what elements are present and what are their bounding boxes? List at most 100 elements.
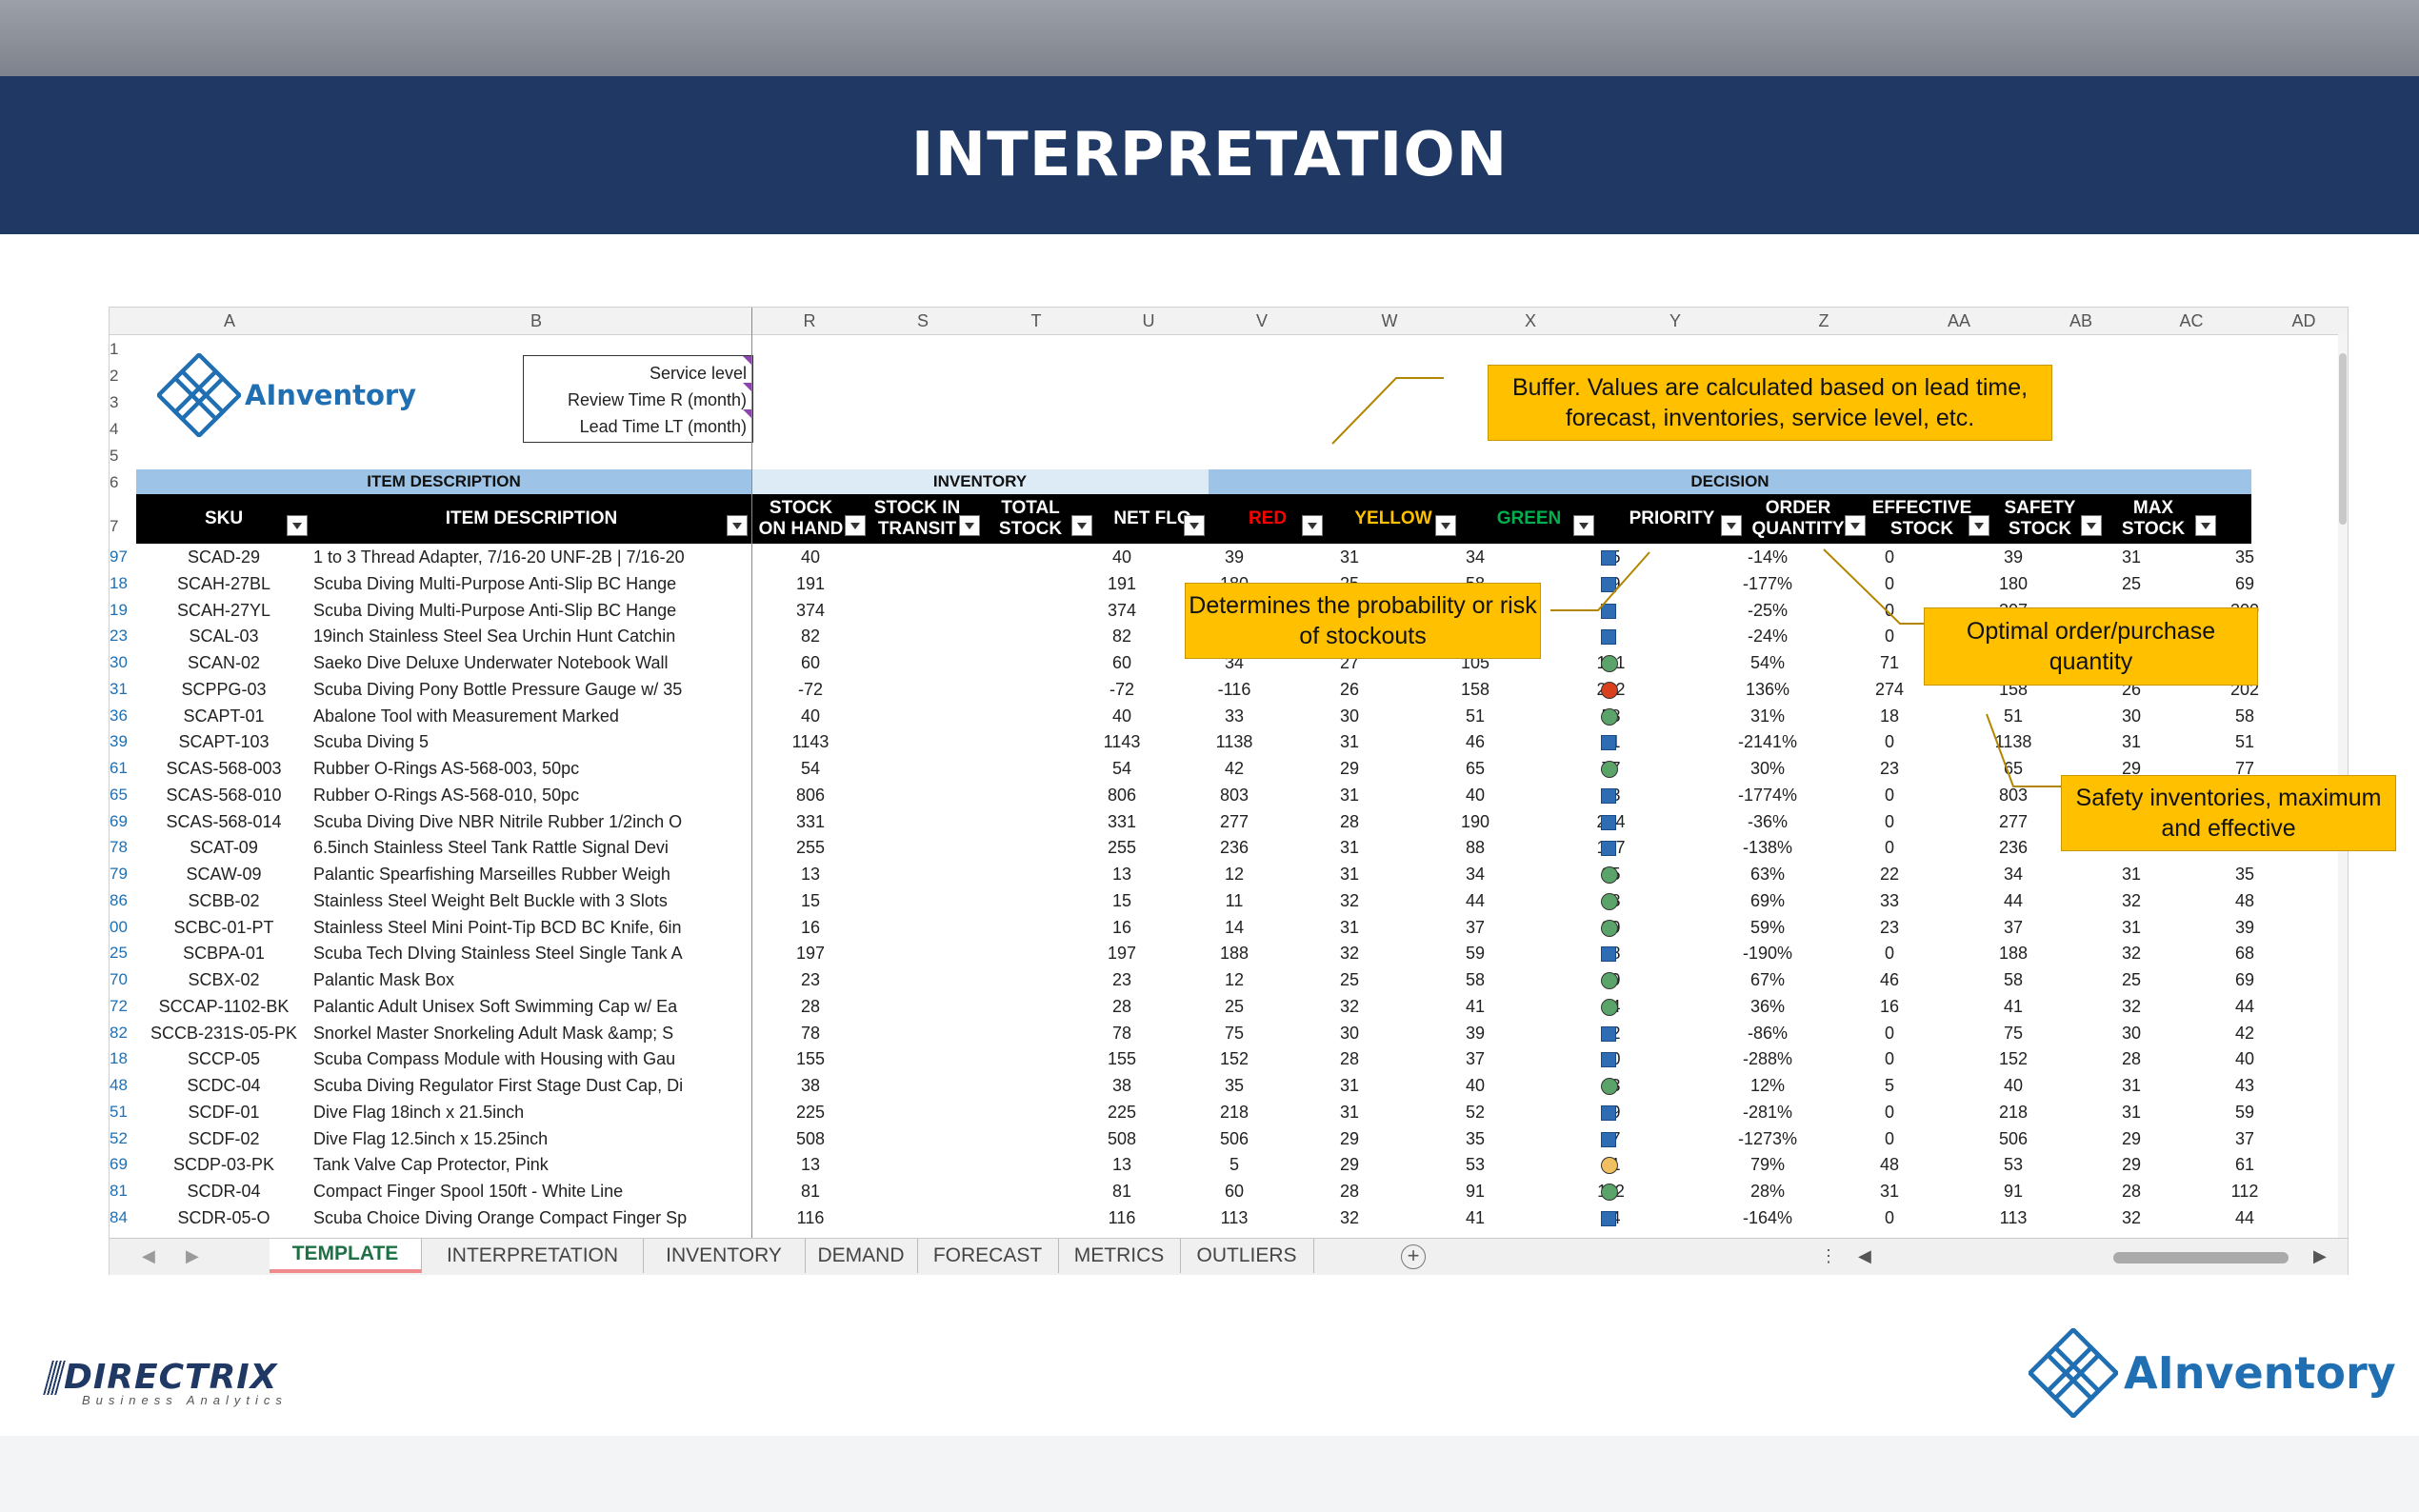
cell-soh[interactable]: 15	[800, 890, 821, 910]
column-letter[interactable]: W	[1381, 311, 1398, 330]
cell-priority[interactable]: -2141%	[1737, 732, 1798, 752]
row-number[interactable]: 65	[110, 785, 128, 804]
cell-eff[interactable]: 53	[2003, 1155, 2024, 1175]
column-letter[interactable]: Z	[1818, 311, 1829, 330]
cell-soh[interactable]: 508	[795, 1128, 826, 1148]
cell-desc[interactable]: Scuba Compass Module with Housing with G…	[313, 1049, 676, 1069]
column-letter[interactable]: AA	[1947, 311, 1970, 330]
row-number[interactable]: 81	[110, 1182, 128, 1200]
cell-total[interactable]: 806	[1107, 785, 1137, 805]
cell-safety[interactable]: 25	[2121, 573, 2142, 593]
cell-red[interactable]: 31	[1339, 1076, 1360, 1095]
column-letter[interactable]: A	[223, 311, 235, 330]
cell-net[interactable]: 60	[1224, 1182, 1245, 1201]
cell-total[interactable]: 13	[1111, 865, 1132, 884]
cell-sku[interactable]: SCAS-568-014	[166, 811, 282, 831]
cell-red[interactable]: 31	[1339, 865, 1360, 884]
cell-safety[interactable]: 32	[2121, 944, 2142, 964]
cell-order[interactable]: 18	[1879, 706, 1900, 726]
cell-red[interactable]: 28	[1339, 1049, 1360, 1069]
cell-safety[interactable]: 32	[2121, 996, 2142, 1016]
cell-max[interactable]: 51	[2234, 732, 2255, 752]
tab-prev-icon[interactable]: ◀	[142, 1246, 155, 1265]
cell-soh[interactable]: 116	[796, 1207, 825, 1227]
cell-total[interactable]: 23	[1111, 970, 1132, 989]
cell-soh[interactable]: 1143	[791, 732, 830, 752]
cell-red[interactable]: 30	[1339, 706, 1360, 726]
cell-safety[interactable]: 29	[2121, 1128, 2142, 1148]
cell-eff[interactable]: 51	[2003, 706, 2024, 726]
cell-yellow[interactable]: 41	[1465, 996, 1486, 1016]
cell-total[interactable]: 225	[1107, 1102, 1137, 1122]
cell-yellow[interactable]: 44	[1465, 890, 1486, 910]
cell-soh[interactable]: 13	[800, 1155, 821, 1175]
column-letter[interactable]: X	[1524, 311, 1536, 330]
cell-max[interactable]: 44	[2234, 1207, 2255, 1227]
cell-order[interactable]: 5	[1884, 1076, 1894, 1095]
cell-sku[interactable]: SCDF-01	[188, 1102, 260, 1122]
cell-red[interactable]: 25	[1339, 970, 1360, 989]
cell-yellow[interactable]: 65	[1465, 759, 1486, 778]
cell-priority[interactable]: -288%	[1742, 1049, 1793, 1069]
row-number[interactable]: 79	[110, 865, 128, 883]
cell-max[interactable]: 35	[2234, 865, 2255, 884]
cell-yellow[interactable]: 40	[1465, 1076, 1486, 1095]
cell-red[interactable]: 31	[1339, 838, 1360, 858]
cell-max[interactable]: 35	[2234, 547, 2255, 567]
cell-sku[interactable]: SCAW-09	[186, 865, 262, 884]
cell-sku[interactable]: SCAH-27BL	[176, 573, 271, 593]
filter-dropdown-icon[interactable]	[1573, 515, 1594, 536]
cell-net[interactable]: 5	[1229, 1155, 1239, 1175]
cell-sku[interactable]: SCCAP-1102-BK	[158, 996, 290, 1016]
row-number[interactable]: 70	[110, 970, 128, 988]
cell-yellow[interactable]: 46	[1465, 732, 1486, 752]
filter-dropdown-icon[interactable]	[1435, 515, 1456, 536]
cell-desc[interactable]: Stainless Steel Weight Belt Buckle with …	[313, 890, 668, 910]
cell-sku[interactable]: SCCP-05	[187, 1049, 261, 1069]
cell-yellow[interactable]: 88	[1465, 838, 1486, 858]
filter-dropdown-icon[interactable]	[1071, 515, 1092, 536]
cell-soh[interactable]: 16	[800, 917, 821, 937]
cell-desc[interactable]: Saeko Dive Deluxe Underwater Notebook Wa…	[313, 653, 669, 672]
cell-order[interactable]: 0	[1884, 547, 1894, 567]
row-number[interactable]: 18	[110, 1049, 128, 1068]
cell-priority[interactable]: -14%	[1747, 547, 1789, 567]
cell-desc[interactable]: Scuba Diving 5	[313, 732, 430, 752]
scroll-right-icon[interactable]: ▶	[2313, 1246, 2327, 1265]
cell-total[interactable]: 28	[1111, 996, 1132, 1016]
cell-eff[interactable]: 218	[1998, 1102, 2029, 1122]
cell-desc[interactable]: Rubber O-Rings AS-568-010, 50pc	[313, 785, 580, 805]
cell-safety[interactable]: 30	[2121, 706, 2142, 726]
cell-sku[interactable]: SCBX-02	[188, 970, 260, 989]
cell-soh[interactable]: 331	[795, 811, 826, 831]
cell-total[interactable]: 508	[1107, 1128, 1137, 1148]
cell-yellow[interactable]: 39	[1465, 1023, 1486, 1043]
cell-yellow[interactable]: 37	[1465, 917, 1486, 937]
cell-sku[interactable]: SCDR-05-O	[177, 1207, 270, 1227]
cell-eff[interactable]: 188	[1998, 944, 2029, 964]
column-letter[interactable]: T	[1030, 311, 1042, 330]
column-letter[interactable]: R	[803, 311, 816, 330]
column-letter[interactable]: S	[916, 311, 929, 330]
cell-desc[interactable]: Rubber O-Rings AS-568-003, 50pc	[313, 759, 580, 778]
cell-red[interactable]: 29	[1339, 1128, 1360, 1148]
cell-sku[interactable]: SCDF-02	[188, 1128, 260, 1148]
row-number[interactable]: 6	[110, 473, 119, 491]
cell-sku[interactable]: SCAT-09	[190, 838, 258, 858]
cell-soh[interactable]: -72	[797, 679, 823, 699]
cell-eff[interactable]: 91	[2003, 1182, 2024, 1201]
cell-safety[interactable]: 25	[2121, 970, 2142, 989]
filter-dropdown-icon[interactable]	[2081, 515, 2102, 536]
cell-net[interactable]: 25	[1224, 996, 1245, 1016]
filter-dropdown-icon[interactable]	[1302, 515, 1323, 536]
cell-safety[interactable]: 31	[2121, 917, 2142, 937]
cell-sku[interactable]: SCAS-568-010	[166, 785, 282, 805]
cell-desc[interactable]: Dive Flag 18inch x 21.5inch	[313, 1102, 525, 1122]
cell-red[interactable]: 29	[1339, 759, 1360, 778]
cell-net[interactable]: -116	[1217, 679, 1251, 699]
cell-desc[interactable]: Scuba Diving Pony Bottle Pressure Gauge …	[313, 679, 683, 699]
cell-net[interactable]: 12	[1224, 970, 1245, 989]
cell-soh[interactable]: 38	[800, 1076, 821, 1095]
cell-net[interactable]: 1138	[1215, 732, 1253, 752]
cell-eff[interactable]: 37	[2003, 917, 2024, 937]
